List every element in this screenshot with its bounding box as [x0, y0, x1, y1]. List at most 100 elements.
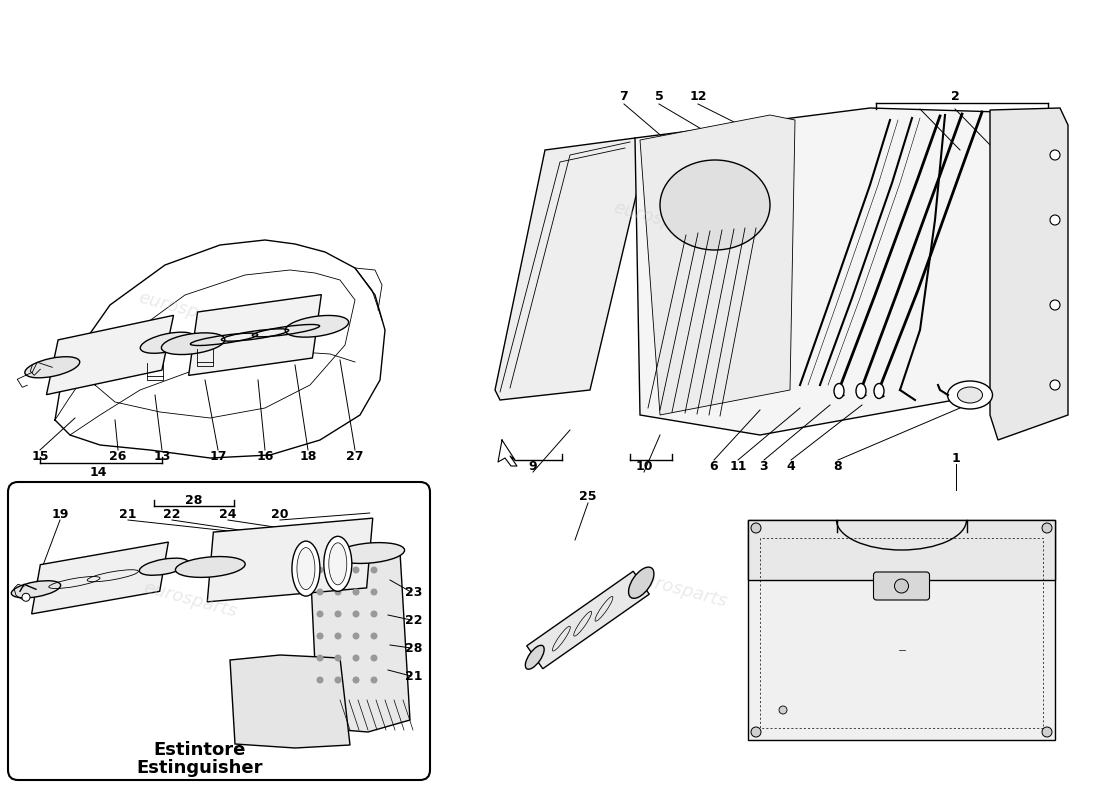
- Circle shape: [371, 610, 377, 618]
- Text: 7: 7: [619, 90, 628, 103]
- Text: 28: 28: [405, 642, 422, 654]
- Ellipse shape: [297, 548, 315, 590]
- Text: 27: 27: [346, 450, 364, 462]
- Text: 2: 2: [950, 90, 959, 103]
- Circle shape: [751, 727, 761, 737]
- Circle shape: [334, 589, 341, 595]
- Circle shape: [371, 677, 377, 683]
- Ellipse shape: [874, 383, 884, 398]
- Circle shape: [317, 589, 323, 595]
- Ellipse shape: [175, 557, 245, 578]
- Text: 22: 22: [405, 614, 422, 626]
- Text: 12: 12: [690, 90, 706, 103]
- Ellipse shape: [141, 332, 195, 354]
- Text: 24: 24: [219, 507, 236, 521]
- Ellipse shape: [628, 567, 653, 598]
- Text: 28: 28: [185, 494, 202, 506]
- Ellipse shape: [323, 536, 352, 591]
- Ellipse shape: [162, 333, 224, 354]
- Circle shape: [1042, 523, 1052, 533]
- Text: 16: 16: [256, 450, 274, 462]
- Circle shape: [1050, 215, 1060, 225]
- Text: 15: 15: [31, 450, 48, 462]
- Text: 4: 4: [786, 459, 795, 473]
- Ellipse shape: [329, 543, 346, 585]
- Circle shape: [1050, 150, 1060, 160]
- Ellipse shape: [526, 646, 544, 670]
- Circle shape: [352, 610, 360, 618]
- Text: 23: 23: [405, 586, 422, 598]
- Text: 20: 20: [272, 507, 288, 521]
- Polygon shape: [640, 115, 795, 415]
- Circle shape: [334, 633, 341, 639]
- Circle shape: [317, 654, 323, 662]
- Text: 9: 9: [529, 459, 537, 473]
- Circle shape: [352, 589, 360, 595]
- Text: 14: 14: [89, 466, 107, 478]
- Text: Estinguisher: Estinguisher: [136, 759, 263, 777]
- Circle shape: [779, 706, 786, 714]
- FancyBboxPatch shape: [748, 520, 1055, 740]
- Circle shape: [371, 589, 377, 595]
- Circle shape: [894, 579, 909, 593]
- Polygon shape: [635, 108, 1010, 435]
- Polygon shape: [748, 520, 1055, 580]
- Polygon shape: [230, 655, 350, 748]
- Ellipse shape: [947, 381, 992, 409]
- Ellipse shape: [660, 160, 770, 250]
- Circle shape: [334, 610, 341, 618]
- Text: 1: 1: [952, 451, 960, 465]
- Circle shape: [352, 566, 360, 574]
- Text: 13: 13: [153, 450, 170, 462]
- Polygon shape: [990, 108, 1068, 440]
- Text: eurosparts: eurosparts: [141, 579, 239, 621]
- Circle shape: [371, 566, 377, 574]
- Polygon shape: [32, 542, 168, 614]
- Text: 21: 21: [119, 507, 136, 521]
- Circle shape: [317, 566, 323, 574]
- Polygon shape: [207, 518, 373, 602]
- Text: Estintore: Estintore: [154, 741, 246, 759]
- Circle shape: [334, 566, 341, 574]
- Circle shape: [22, 594, 30, 602]
- Circle shape: [352, 654, 360, 662]
- Polygon shape: [189, 294, 321, 375]
- Text: 8: 8: [834, 459, 843, 473]
- Text: 26: 26: [109, 450, 126, 462]
- Circle shape: [371, 654, 377, 662]
- FancyBboxPatch shape: [8, 482, 430, 780]
- Text: 10: 10: [636, 459, 652, 473]
- Ellipse shape: [140, 558, 189, 575]
- Text: 25: 25: [580, 490, 596, 503]
- Ellipse shape: [334, 542, 405, 563]
- Text: 17: 17: [209, 450, 227, 462]
- Polygon shape: [495, 138, 645, 400]
- Circle shape: [317, 610, 323, 618]
- Circle shape: [371, 633, 377, 639]
- Ellipse shape: [11, 581, 60, 598]
- Text: eurosparts: eurosparts: [631, 569, 729, 611]
- Circle shape: [334, 654, 341, 662]
- Ellipse shape: [856, 383, 866, 398]
- Text: 5: 5: [654, 90, 663, 103]
- Polygon shape: [527, 571, 649, 669]
- Circle shape: [1042, 727, 1052, 737]
- Text: 11: 11: [729, 459, 747, 473]
- Text: 18: 18: [299, 450, 317, 462]
- Circle shape: [1050, 380, 1060, 390]
- FancyBboxPatch shape: [873, 572, 930, 600]
- Circle shape: [1050, 300, 1060, 310]
- Text: eurosparts: eurosparts: [136, 289, 234, 331]
- Polygon shape: [310, 548, 410, 732]
- Ellipse shape: [292, 541, 320, 596]
- Circle shape: [334, 677, 341, 683]
- Circle shape: [751, 523, 761, 533]
- Circle shape: [352, 677, 360, 683]
- Ellipse shape: [25, 357, 79, 378]
- Circle shape: [317, 633, 323, 639]
- Ellipse shape: [285, 315, 349, 337]
- Ellipse shape: [957, 387, 982, 403]
- Polygon shape: [46, 315, 174, 394]
- Text: 22: 22: [163, 507, 180, 521]
- Text: 6: 6: [710, 459, 718, 473]
